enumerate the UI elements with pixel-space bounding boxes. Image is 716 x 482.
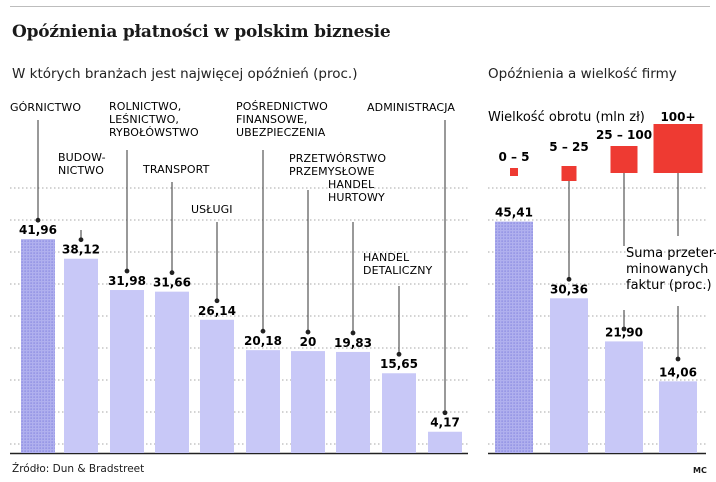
industry-category-label: LEŚNICTWO,: [109, 113, 179, 126]
size-square: [653, 124, 703, 173]
size-annotation: Suma przeter-: [626, 246, 716, 261]
industry-bar: [428, 431, 462, 453]
size-chart-subtitle: Opóźnienia a wielkość firmy: [488, 66, 677, 82]
size-category-label: 5 – 25: [549, 140, 588, 154]
industry-category-label: ADMINISTRACJA: [367, 101, 455, 114]
size-leader-dot: [566, 276, 572, 282]
size-square: [561, 166, 577, 181]
industry-value-label: 31,66: [153, 276, 191, 290]
industry-leader-dot: [305, 329, 311, 335]
industry-value-label: 41,96: [19, 223, 57, 237]
industry-chart-subtitle: W których branżach jest najwięcej opóźni…: [12, 66, 358, 82]
industry-bar: [291, 351, 325, 453]
industry-category-label: FINANSOWE,: [236, 113, 308, 126]
size-leader-dot: [675, 356, 681, 362]
size-category-label: 100+: [660, 110, 695, 124]
size-annotation: minowanych: [626, 262, 708, 277]
industry-category-label: TRANSPORT: [142, 163, 210, 176]
industry-leader-dot: [124, 268, 130, 274]
top-rule: [10, 6, 710, 7]
industry-value-label: 38,12: [62, 243, 100, 257]
industry-value-label: 20,18: [244, 334, 282, 348]
size-category-label: 25 – 100: [596, 128, 652, 142]
industry-bar: [64, 258, 98, 453]
industry-category-label: RYBOŁÓWSTWO: [109, 126, 199, 139]
size-bar: [495, 221, 533, 453]
industry-leader-dot: [214, 298, 220, 304]
industry-bar: [110, 290, 144, 453]
industry-value-label: 4,17: [430, 416, 460, 430]
industry-category-label: HANDEL: [363, 251, 410, 264]
size-value-label: 21,90: [605, 325, 643, 339]
industry-bar: [155, 291, 189, 453]
industry-bar: [21, 239, 55, 453]
size-square: [610, 146, 638, 173]
industry-category-label: PRZETWÓRSTWO: [289, 152, 386, 165]
industry-category-label: UBEZPIECZENIA: [236, 126, 326, 139]
industry-category-label: DETALICZNY: [363, 264, 433, 277]
size-value-label: 30,36: [550, 282, 588, 296]
size-annotation: faktur (proc.): [626, 278, 712, 293]
industry-category-label: BUDOW-: [58, 151, 106, 164]
industry-value-label: 15,65: [380, 357, 418, 371]
industry-category-label: HURTOWY: [328, 191, 385, 204]
industry-category-label: NICTWO: [58, 164, 104, 177]
size-category-label: 0 – 5: [498, 150, 529, 164]
industry-category-label: ROLNICTWO,: [109, 100, 181, 113]
size-bar: [605, 341, 643, 453]
industry-bar: [336, 351, 370, 453]
industry-leader-dot: [35, 217, 41, 223]
industry-leader-dot: [396, 351, 402, 357]
industry-value-label: 26,14: [198, 304, 236, 318]
size-square: [510, 168, 518, 176]
industry-category-label: HANDEL: [328, 178, 375, 191]
industry-leader-dot: [350, 330, 356, 336]
industry-category-label: PRZEMYSŁOWE: [289, 165, 375, 178]
size-bar: [550, 298, 588, 453]
industry-category-label: POŚREDNICTWO: [236, 100, 328, 113]
size-value-label: 45,41: [495, 206, 533, 220]
industry-value-label: 19,83: [334, 336, 372, 350]
industry-value-label: 20: [300, 335, 317, 349]
industry-bar: [246, 350, 280, 453]
size-value-label: 14,06: [659, 365, 697, 379]
industry-leader-dot: [169, 270, 175, 276]
industry-leader-dot: [442, 410, 448, 416]
author-credit: MC: [693, 466, 707, 475]
industry-leader-dot: [78, 237, 84, 243]
industry-category-label: GÓRNICTWO: [10, 101, 81, 114]
industry-bar: [382, 373, 416, 453]
size-group-title: Wielkość obrotu (mln zł): [488, 110, 645, 125]
industry-bar: [200, 319, 234, 453]
industry-category-label: USŁUGI: [191, 203, 233, 216]
page-title: Opóźnienia płatności w polskim biznesie: [12, 22, 391, 42]
source-note: Źródło: Dun & Bradstreet: [12, 463, 145, 475]
size-bar: [659, 381, 697, 453]
industry-leader-dot: [260, 328, 266, 334]
industry-value-label: 31,98: [108, 274, 146, 288]
